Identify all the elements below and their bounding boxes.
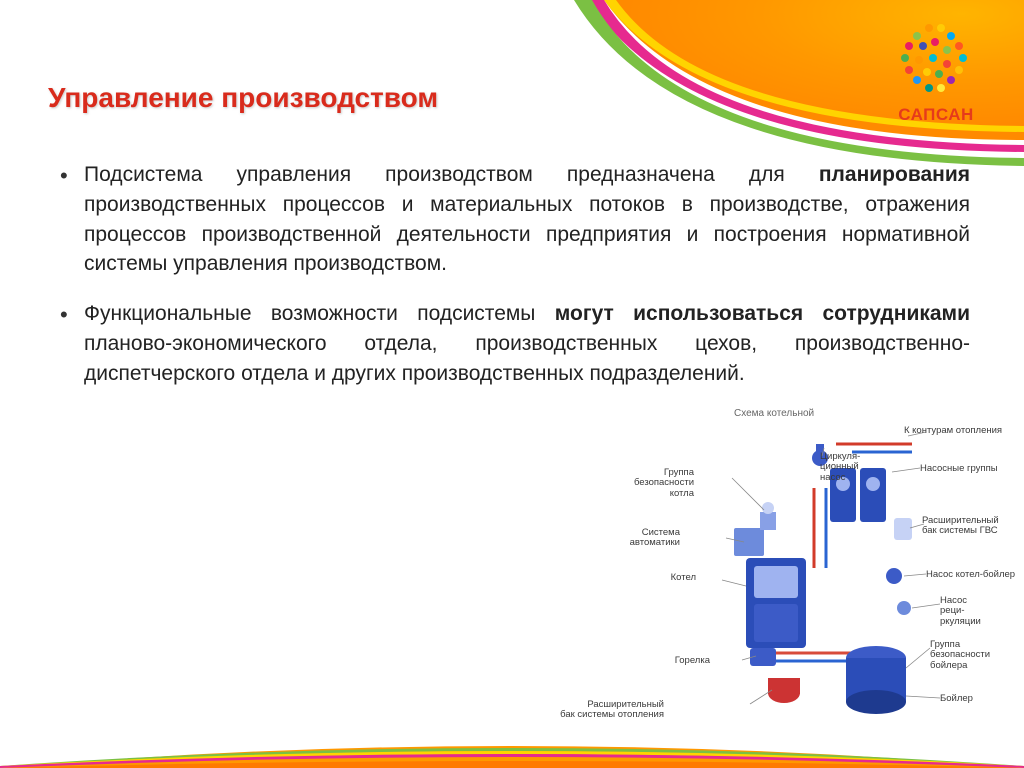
diagram-label: Группабезопасностибойлера xyxy=(930,640,990,671)
diagram-label: Циркуля-ционныйнасос xyxy=(820,452,860,483)
diagram-label: Группабезопасностикотла xyxy=(634,468,694,499)
bullet-item: Функциональные возможности подсистемы мо… xyxy=(54,299,970,388)
bullet-item: Подсистема управления производством пред… xyxy=(54,160,970,279)
bullet-text: Подсистема управления производством пред… xyxy=(84,163,970,275)
diagram-label: Расширительныйбак системы ГВС xyxy=(922,516,999,537)
slide-body: Подсистема управления производством пред… xyxy=(54,160,970,409)
brand-logo: САПСАН xyxy=(876,20,996,125)
diagram-label: Расширительныйбак системы отопления xyxy=(560,700,664,721)
diagram-label: Котел xyxy=(671,573,696,583)
diagram-label: Системаавтоматики xyxy=(630,528,680,549)
diagram-label: К контурам отопления xyxy=(904,426,1002,436)
boiler-diagram: Схема котельной xyxy=(604,408,1004,718)
diagram-label: Горелка xyxy=(675,656,710,666)
footer-decoration xyxy=(0,732,1024,768)
diagram-label: Бойлер xyxy=(940,694,973,704)
diagram-label: Насос котел-бойлер xyxy=(926,570,1015,580)
diagram-label: Насосные группы xyxy=(920,464,998,474)
slide-title: Управление производством xyxy=(48,82,438,114)
bullet-text: Функциональные возможности подсистемы мо… xyxy=(84,302,970,385)
logo-dots-icon xyxy=(893,20,979,94)
brand-name: САПСАН xyxy=(876,105,996,125)
diagram-label: Насосреци-ркуляции xyxy=(940,596,981,627)
